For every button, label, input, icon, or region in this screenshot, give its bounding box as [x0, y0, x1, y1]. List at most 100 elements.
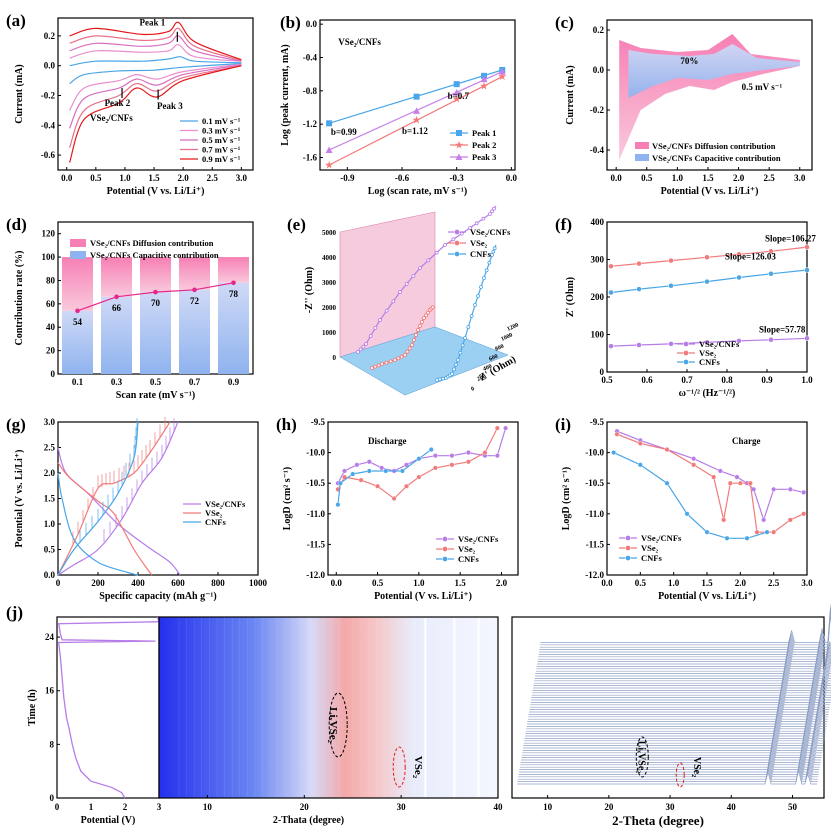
data-point: [724, 535, 730, 541]
x-tick-label: 30: [666, 802, 676, 812]
legend-entry: VSe₂/CNFs: [699, 339, 740, 349]
y-tick-label: -0.4: [303, 53, 318, 63]
legend-marker: [442, 536, 448, 542]
panel-i: 0.0 0.5 1.0 1.5 2.0 2.5 3.0 -12.0 -11.5 -11.0 -10.…: [555, 415, 813, 602]
x-tick-label: 2.5: [764, 173, 776, 183]
bar-diffusion: [62, 257, 93, 311]
eis-point: [435, 378, 439, 382]
x-tick-label: 1.0: [668, 578, 680, 588]
legend-entry: CNFs: [458, 554, 479, 564]
panel-a: 0.0 0.5 1.0 1.5 2.0 2.5 3.0 -0.6 -0.4 -0.2 0.0 0.2 P…: [6, 11, 254, 197]
eis-point: [481, 216, 486, 221]
x-tick-label: 2.0: [178, 173, 190, 183]
y-tick-label: -11.0: [307, 509, 326, 519]
x-tick-label: 1: [89, 802, 94, 812]
x-tick-label: 0: [55, 802, 60, 812]
data-point: [801, 489, 807, 495]
x-tick-label: 1000: [500, 332, 513, 343]
y-tick-label: 1.0: [44, 519, 56, 529]
floor-plane: [339, 326, 509, 396]
data-point: [751, 486, 757, 492]
x-tick-label: 40: [494, 802, 504, 812]
data-point: [366, 459, 372, 465]
x-tick-label: 0.5: [90, 173, 102, 183]
data-point: [664, 447, 670, 453]
trend-point: [75, 308, 80, 314]
plot-frame-a: [57, 17, 254, 171]
eis-point: [398, 290, 402, 294]
x-tick-label: 0.0: [601, 578, 613, 588]
eis-point: [490, 253, 494, 257]
x-tick-label: 0.7: [681, 375, 693, 385]
x-tick-label: 0: [56, 578, 61, 588]
x-tick-label: 3.0: [794, 173, 806, 183]
data-point: [399, 468, 405, 474]
cv-curve-lower: [69, 65, 242, 163]
data-point: [449, 462, 455, 468]
eis-point: [482, 276, 486, 280]
eis-point: [476, 294, 480, 298]
legend-marker: [442, 546, 448, 552]
y-tick-label: 0.2: [593, 25, 605, 35]
legend-swatch-capacitive: [635, 154, 649, 161]
x-tick-label: 0.9: [228, 377, 240, 387]
data-point: ★: [498, 72, 507, 82]
eis-point: [405, 349, 410, 354]
data-point: [768, 271, 774, 277]
data-point: [768, 248, 774, 254]
y-tick-label: -9.5: [311, 417, 326, 427]
eis-point: [492, 246, 497, 251]
panel-b: -0.9 -0.6 -0.3 0.0 -1.6 -1.2 -0.8 -0.4 0.0 Log (s…: [280, 13, 517, 197]
data-point: [608, 263, 614, 269]
phase-label: LiₓVSe₂: [635, 741, 646, 774]
eis-point: [456, 358, 460, 362]
data-point: [747, 480, 753, 486]
x-tick-label: 0.3: [111, 377, 123, 387]
plot-frame-b: [319, 19, 516, 171]
eis-point: [403, 353, 407, 357]
y-tick-label: -11.0: [586, 509, 605, 519]
legend-marker: ★: [455, 140, 464, 150]
bar-capacitive: [62, 310, 93, 374]
eis-point: [364, 342, 368, 346]
voltage-curve: [57, 616, 160, 799]
discharge-curve: [57, 472, 139, 576]
data-point: ★: [480, 81, 489, 91]
data-point: [787, 517, 793, 523]
trend-point: [231, 280, 236, 286]
data-point: [736, 251, 742, 257]
panel-c: 0.0 0.5 1.0 1.5 2.0 2.5 3.0 -0.4 -0.2 0.0 0.2 Poten…: [555, 13, 813, 197]
y-axis-label: -Z'' (Ohm): [304, 267, 315, 313]
x-tick-label: -0.9: [340, 173, 355, 183]
eis-point: [452, 367, 456, 372]
data-point: [403, 462, 409, 468]
panel-label-b: (b): [280, 13, 301, 32]
legend-entry: Peak 1: [472, 128, 496, 138]
data-point: [449, 453, 455, 459]
x-tick-label: 0.8: [721, 375, 733, 385]
x-tick-label: 0.1: [72, 377, 84, 387]
x-tick-label: 0.5: [641, 173, 653, 183]
data-point: [804, 335, 810, 341]
x-axis-label: Log (scan rate, mV s⁻¹): [368, 186, 467, 197]
eis-point: [443, 243, 447, 247]
eis-point: [393, 358, 397, 362]
fit-label: b=1.12: [402, 126, 428, 136]
y-tick-label: 0.0: [306, 19, 318, 29]
data-point: [717, 468, 723, 474]
panel-g: 0 200 400 600 800 1000 0.0 0.5 1.0 1.5 2.0 2.5 3.0 Sp…: [6, 415, 268, 602]
x-tick-label: 400: [482, 364, 493, 373]
x-axis-label: 2-Thata (degree): [273, 815, 344, 826]
legend-marker: [455, 153, 463, 160]
y-tick-label: -12.0: [585, 570, 604, 580]
x-tick-label: 10: [543, 802, 553, 812]
eis-point: [434, 250, 439, 255]
charge-curve: [57, 421, 171, 576]
data-point: [494, 425, 500, 431]
x-tick-label: 200: [91, 578, 105, 588]
x-axis-label: ω⁻¹/² (Hz⁻¹/²): [679, 388, 736, 399]
y-axis-label: Time (h): [27, 689, 38, 726]
panel-d: 0 20 40 60 80 100 120 Scan rate (mV s⁻¹) Contrib…: [6, 215, 254, 401]
data-point: [498, 68, 506, 75]
x-tick-label: 3: [157, 802, 162, 812]
